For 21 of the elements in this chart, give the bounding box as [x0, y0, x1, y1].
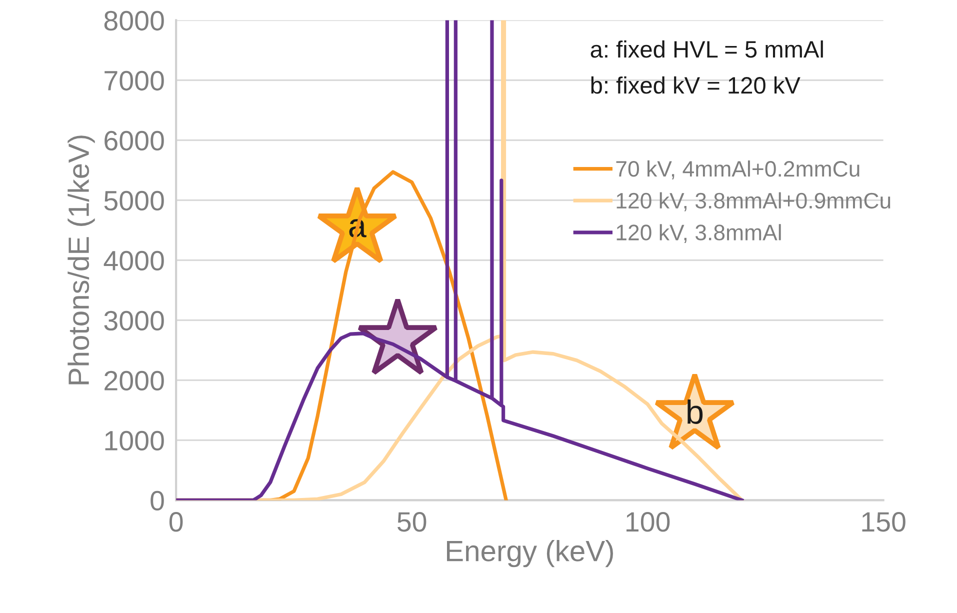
y-tick-label: 0: [150, 490, 164, 511]
legend-label: 120 kV, 3.8mmAl: [616, 224, 781, 244]
y-tick-label: 7000: [104, 70, 164, 91]
annotation: b: fixed kV = 120 kV: [591, 76, 800, 94]
y-tick-label: 5000: [104, 190, 164, 211]
x-tick-label: 150: [862, 512, 906, 532]
y-tick-label: 1000: [105, 430, 164, 451]
x-tick-label: 50: [397, 512, 426, 532]
x-tick-label: 100: [626, 512, 670, 532]
y-tick-label: 4000: [104, 250, 164, 271]
annotation: b: [688, 399, 703, 424]
y-tick-label: 3000: [104, 310, 164, 331]
y-tick-label: 8000: [104, 10, 164, 31]
y-axis-title: Photons/dE (1/keV): [68, 136, 95, 384]
legend-label: 120 kV, 3.8mmAl+0.9mmCu: [616, 192, 890, 212]
y-tick-label: 2000: [104, 370, 164, 391]
annotation: a: fixed HVL = 5 mmAl: [590, 40, 823, 58]
x-tick-label: 0: [169, 512, 183, 532]
x-axis-title: Energy (keV): [446, 540, 613, 568]
y-tick-label: 6000: [104, 130, 164, 151]
legend-label: 70 kV, 4mmAl+0.2mmCu: [616, 160, 860, 180]
